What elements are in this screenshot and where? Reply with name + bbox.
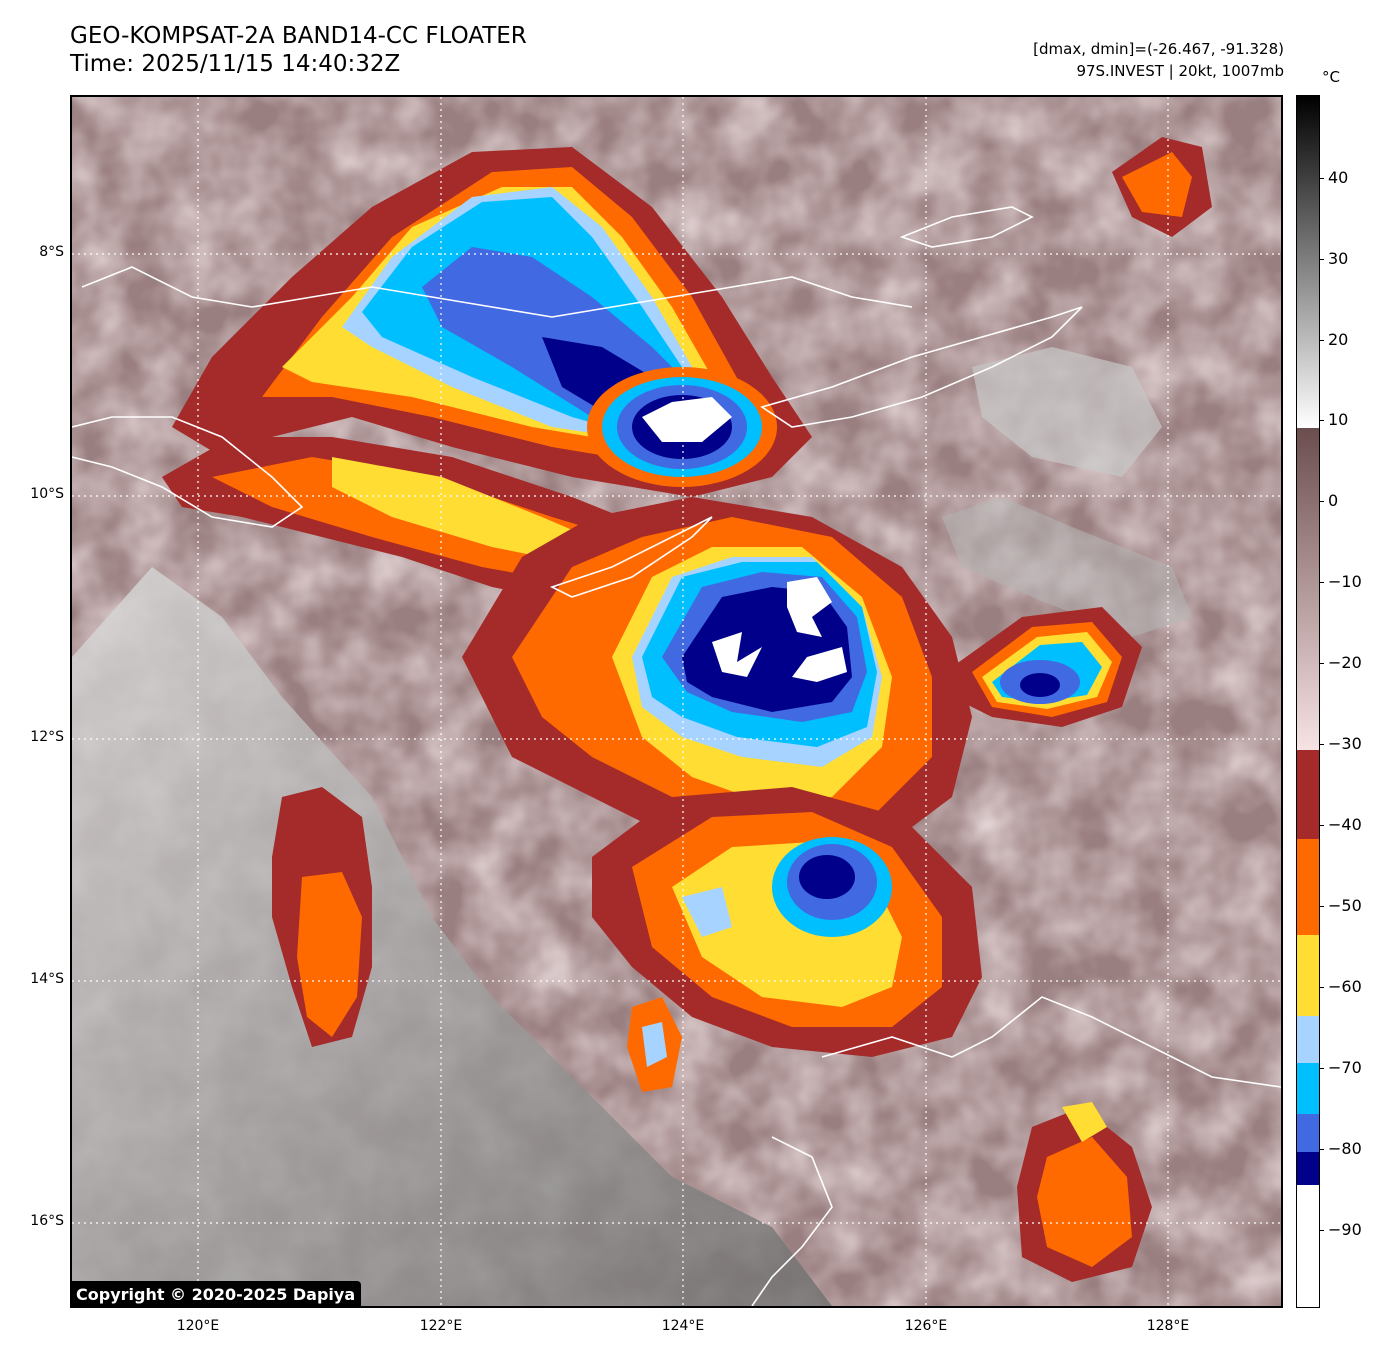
coast-wetar xyxy=(899,206,1034,248)
south-convective-cluster xyxy=(592,787,982,1057)
colorbar-warm-segment xyxy=(1297,96,1319,428)
cell-north-east xyxy=(587,367,777,487)
lat-label-10s: 10°S xyxy=(30,486,64,502)
title-time: Time: 2025/11/15 14:40:32Z xyxy=(70,51,401,77)
colorbar-tick-minus90: −90 xyxy=(1319,1220,1362,1239)
lon-label-126e: 126°E xyxy=(904,1318,948,1334)
colorbar-mild-segment xyxy=(1297,428,1319,750)
colorbar-tick-minus10: −10 xyxy=(1319,572,1362,591)
colorbar-tick-minus50: −50 xyxy=(1319,896,1362,915)
colorbar-tick-30: 30 xyxy=(1318,249,1348,268)
coastlines xyxy=(72,206,1281,1306)
lon-label-122e: 122°E xyxy=(419,1318,463,1334)
clear-area-ne xyxy=(972,347,1162,477)
coast-australia-north xyxy=(821,996,1281,1088)
colorbar-tick-minus80: −80 xyxy=(1319,1139,1362,1158)
colorbar-tick-minus20: −20 xyxy=(1319,653,1362,672)
map-svg xyxy=(72,97,1281,1306)
lat-label-12s: 12°S xyxy=(30,729,64,745)
coast-flores xyxy=(81,266,913,318)
clear-area-east xyxy=(942,497,1192,637)
colorbar-band-60 xyxy=(1297,935,1319,1016)
copyright-badge: Copyright © 2020-2025 Dapiya xyxy=(70,1281,362,1308)
central-convective-cluster xyxy=(462,497,972,867)
chart-title: GEO-KOMPSAT-2A BAND14-CC FLOATER Time: 2… xyxy=(70,22,527,78)
colorbar-band-coldest xyxy=(1297,1185,1319,1307)
cell-east xyxy=(952,607,1142,727)
coast-sumba xyxy=(72,416,304,528)
range-readout: [dmax, dmin]=(-26.467, -91.328) xyxy=(1033,40,1284,58)
cell-southeast-top xyxy=(1062,1102,1107,1142)
lat-label-8s: 8°S xyxy=(39,244,64,260)
colorbar-tick-10: 10 xyxy=(1318,410,1348,429)
lat-label-14s: 14°S xyxy=(30,971,64,987)
colorbar-band-40 xyxy=(1297,750,1319,839)
colorbar-tick-minus40: −40 xyxy=(1319,815,1362,834)
lat-label-16s: 16°S xyxy=(30,1213,64,1229)
north-convective-cluster xyxy=(172,147,812,497)
satellite-map[interactable] xyxy=(70,95,1283,1308)
colorbar-tick-0: 0 xyxy=(1318,491,1338,510)
clear-land-sw xyxy=(72,567,832,1306)
colorbar-tick-40: 40 xyxy=(1318,168,1348,187)
title-product: GEO-KOMPSAT-2A BAND14-CC FLOATER xyxy=(70,23,527,49)
colorbar-svg xyxy=(1297,96,1319,1307)
storm-info: 97S.INVEST | 20kt, 1007mb xyxy=(1076,62,1284,80)
metadata-block: [dmax, dmin]=(-26.467, -91.328) 97S.INVE… xyxy=(1033,38,1284,82)
coast-timor xyxy=(760,306,1083,428)
colorbar-tick-minus30: −30 xyxy=(1319,734,1362,753)
lon-label-128e: 128°E xyxy=(1146,1318,1190,1334)
colorbar-tick-20: 20 xyxy=(1318,330,1348,349)
colorbar-band-80 xyxy=(1297,1114,1319,1152)
cell-northeast-core xyxy=(1122,152,1192,217)
colorbar-tick-minus60: −60 xyxy=(1319,977,1362,996)
colorbar-tick-minus70: −70 xyxy=(1319,1058,1362,1077)
lon-label-120e: 120°E xyxy=(176,1318,220,1334)
colorbar-band-75 xyxy=(1297,1063,1319,1114)
lon-label-124e: 124°E xyxy=(661,1318,705,1334)
colorbar-band-50 xyxy=(1297,839,1319,935)
coast-australia-west xyxy=(751,1136,833,1306)
colorbar-unit: °C xyxy=(1322,68,1340,86)
cell-southeast-core xyxy=(1037,1137,1132,1267)
coast-savu xyxy=(549,516,713,598)
colorbar-band-85 xyxy=(1297,1152,1319,1185)
cell-southwest xyxy=(272,787,372,1047)
cell-south-small-core xyxy=(642,1022,667,1067)
colorbar-band-70 xyxy=(1297,1016,1319,1063)
colorbar xyxy=(1296,95,1320,1308)
